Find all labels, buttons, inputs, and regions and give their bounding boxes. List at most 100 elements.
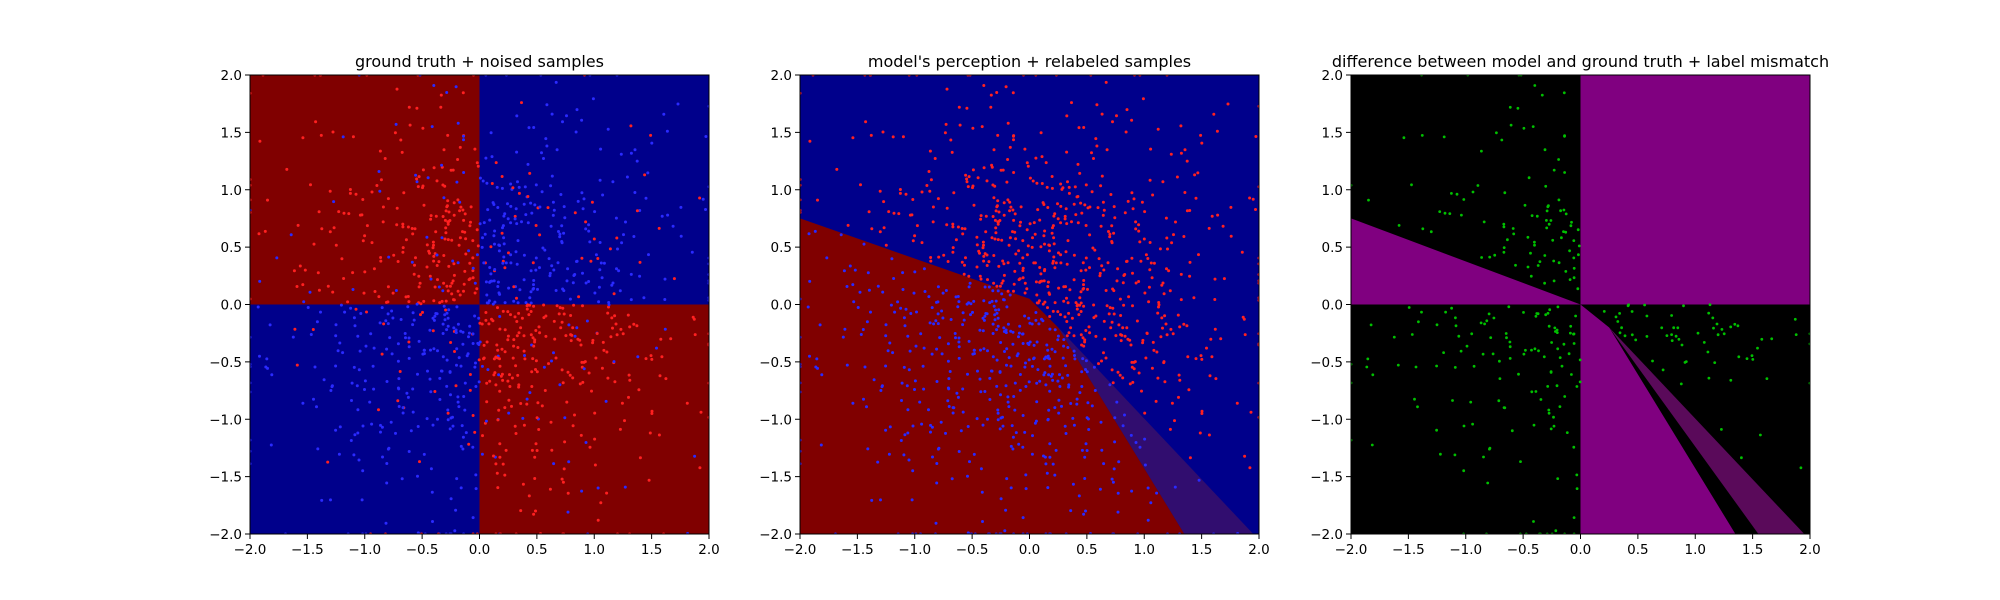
scatter-point bbox=[606, 127, 610, 131]
mismatch-point bbox=[1410, 183, 1413, 187]
mismatch-point bbox=[1369, 323, 1373, 327]
scatter-point bbox=[972, 348, 976, 352]
scatter-point bbox=[1035, 340, 1039, 344]
scatter-point bbox=[1100, 174, 1104, 178]
panel-model-perception: model's perception + relabeled samples −… bbox=[759, 52, 1270, 558]
scatter-point bbox=[512, 338, 516, 342]
scatter-point bbox=[450, 238, 454, 242]
scatter-point bbox=[449, 341, 453, 344]
scatter-point bbox=[429, 214, 433, 218]
scatter-point bbox=[334, 428, 338, 432]
mismatch-point bbox=[1565, 431, 1569, 434]
scatter-point bbox=[1084, 442, 1088, 446]
scatter-point bbox=[443, 237, 447, 241]
mismatch-point bbox=[1620, 326, 1623, 330]
scatter-point bbox=[490, 155, 494, 159]
scatter-point bbox=[929, 259, 933, 263]
scatter-point bbox=[402, 191, 406, 195]
x-tick-label: −0.5 bbox=[1507, 542, 1540, 558]
scatter-point bbox=[462, 218, 466, 222]
scatter-point bbox=[461, 208, 465, 212]
scatter-point bbox=[981, 329, 985, 333]
scatter-point bbox=[270, 373, 274, 377]
scatter-point bbox=[1243, 454, 1247, 458]
scatter-point bbox=[563, 416, 567, 420]
mismatch-point bbox=[1643, 303, 1646, 307]
scatter-point bbox=[351, 271, 355, 275]
scatter-point bbox=[983, 285, 987, 289]
scatter-point bbox=[463, 408, 467, 412]
scatter-point bbox=[317, 288, 321, 292]
scatter-point bbox=[1213, 327, 1217, 331]
scatter-point bbox=[441, 355, 445, 359]
scatter-point bbox=[530, 211, 534, 215]
scatter-point bbox=[542, 316, 546, 320]
scatter-point bbox=[1081, 357, 1085, 361]
scatter-point bbox=[1129, 343, 1133, 347]
scatter-point bbox=[328, 189, 332, 193]
scatter-point bbox=[1021, 516, 1025, 520]
scatter-point bbox=[532, 304, 536, 308]
scatter-point bbox=[920, 241, 924, 245]
y-tick-label: 0.0 bbox=[221, 298, 242, 314]
scatter-point bbox=[535, 370, 539, 374]
scatter-point bbox=[256, 305, 260, 309]
scatter-point bbox=[587, 223, 591, 227]
scatter-point bbox=[442, 148, 446, 152]
scatter-point bbox=[430, 125, 434, 129]
scatter-point bbox=[456, 198, 460, 202]
scatter-point bbox=[1008, 209, 1012, 213]
scatter-point bbox=[452, 213, 456, 217]
scatter-point bbox=[473, 291, 477, 295]
scatter-point bbox=[386, 300, 390, 304]
scatter-point bbox=[1226, 102, 1230, 106]
scatter-point bbox=[1146, 486, 1150, 490]
scatter-point bbox=[607, 301, 611, 304]
scatter-point bbox=[884, 323, 888, 327]
scatter-point bbox=[1149, 261, 1153, 265]
scatter-point bbox=[474, 385, 478, 388]
mismatch-point bbox=[1438, 210, 1442, 214]
scatter-point bbox=[401, 246, 405, 250]
scatter-point bbox=[635, 209, 639, 213]
scatter-point bbox=[807, 232, 811, 236]
scatter-point bbox=[421, 126, 425, 130]
scatter-point bbox=[1045, 471, 1049, 475]
mismatch-point bbox=[1530, 214, 1534, 218]
scatter-point bbox=[1079, 333, 1083, 337]
scatter-point bbox=[580, 256, 584, 260]
scatter-point bbox=[1144, 356, 1148, 360]
scatter-point bbox=[461, 342, 465, 346]
scatter-point bbox=[587, 229, 591, 233]
scatter-point bbox=[536, 401, 540, 405]
scatter-point bbox=[1001, 279, 1005, 283]
scatter-point bbox=[434, 214, 438, 218]
scatter-point bbox=[332, 226, 336, 230]
scatter-point bbox=[1000, 281, 1004, 285]
scatter-point bbox=[843, 327, 847, 331]
scatter-point bbox=[517, 185, 521, 189]
scatter-point bbox=[497, 291, 501, 295]
scatter-point bbox=[393, 131, 397, 135]
scatter-point bbox=[531, 357, 535, 361]
scatter-point bbox=[426, 369, 429, 373]
scatter-point bbox=[609, 335, 613, 339]
scatter-point bbox=[309, 333, 313, 336]
scatter-point bbox=[1145, 332, 1149, 335]
scatter-point bbox=[504, 261, 508, 265]
scatter-point bbox=[1058, 373, 1061, 377]
mismatch-point bbox=[1672, 326, 1676, 330]
scatter-point bbox=[650, 357, 654, 361]
mismatch-point bbox=[1429, 230, 1433, 234]
mismatch-point bbox=[1574, 314, 1577, 318]
scatter-point bbox=[930, 306, 934, 310]
x-tick-label: −1.5 bbox=[291, 542, 324, 558]
mismatch-point bbox=[1448, 212, 1452, 216]
scatter-point bbox=[1053, 328, 1057, 332]
scatter-point bbox=[584, 441, 588, 444]
scatter-point bbox=[464, 252, 468, 256]
scatter-point bbox=[982, 243, 985, 247]
scatter-point bbox=[1030, 322, 1034, 326]
scatter-point bbox=[982, 299, 986, 303]
scatter-point bbox=[589, 259, 593, 263]
